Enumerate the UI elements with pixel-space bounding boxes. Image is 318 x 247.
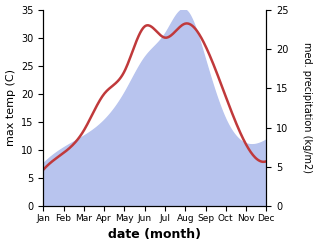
X-axis label: date (month): date (month) [108, 228, 201, 242]
Y-axis label: med. precipitation (kg/m2): med. precipitation (kg/m2) [302, 42, 313, 173]
Y-axis label: max temp (C): max temp (C) [5, 69, 16, 146]
